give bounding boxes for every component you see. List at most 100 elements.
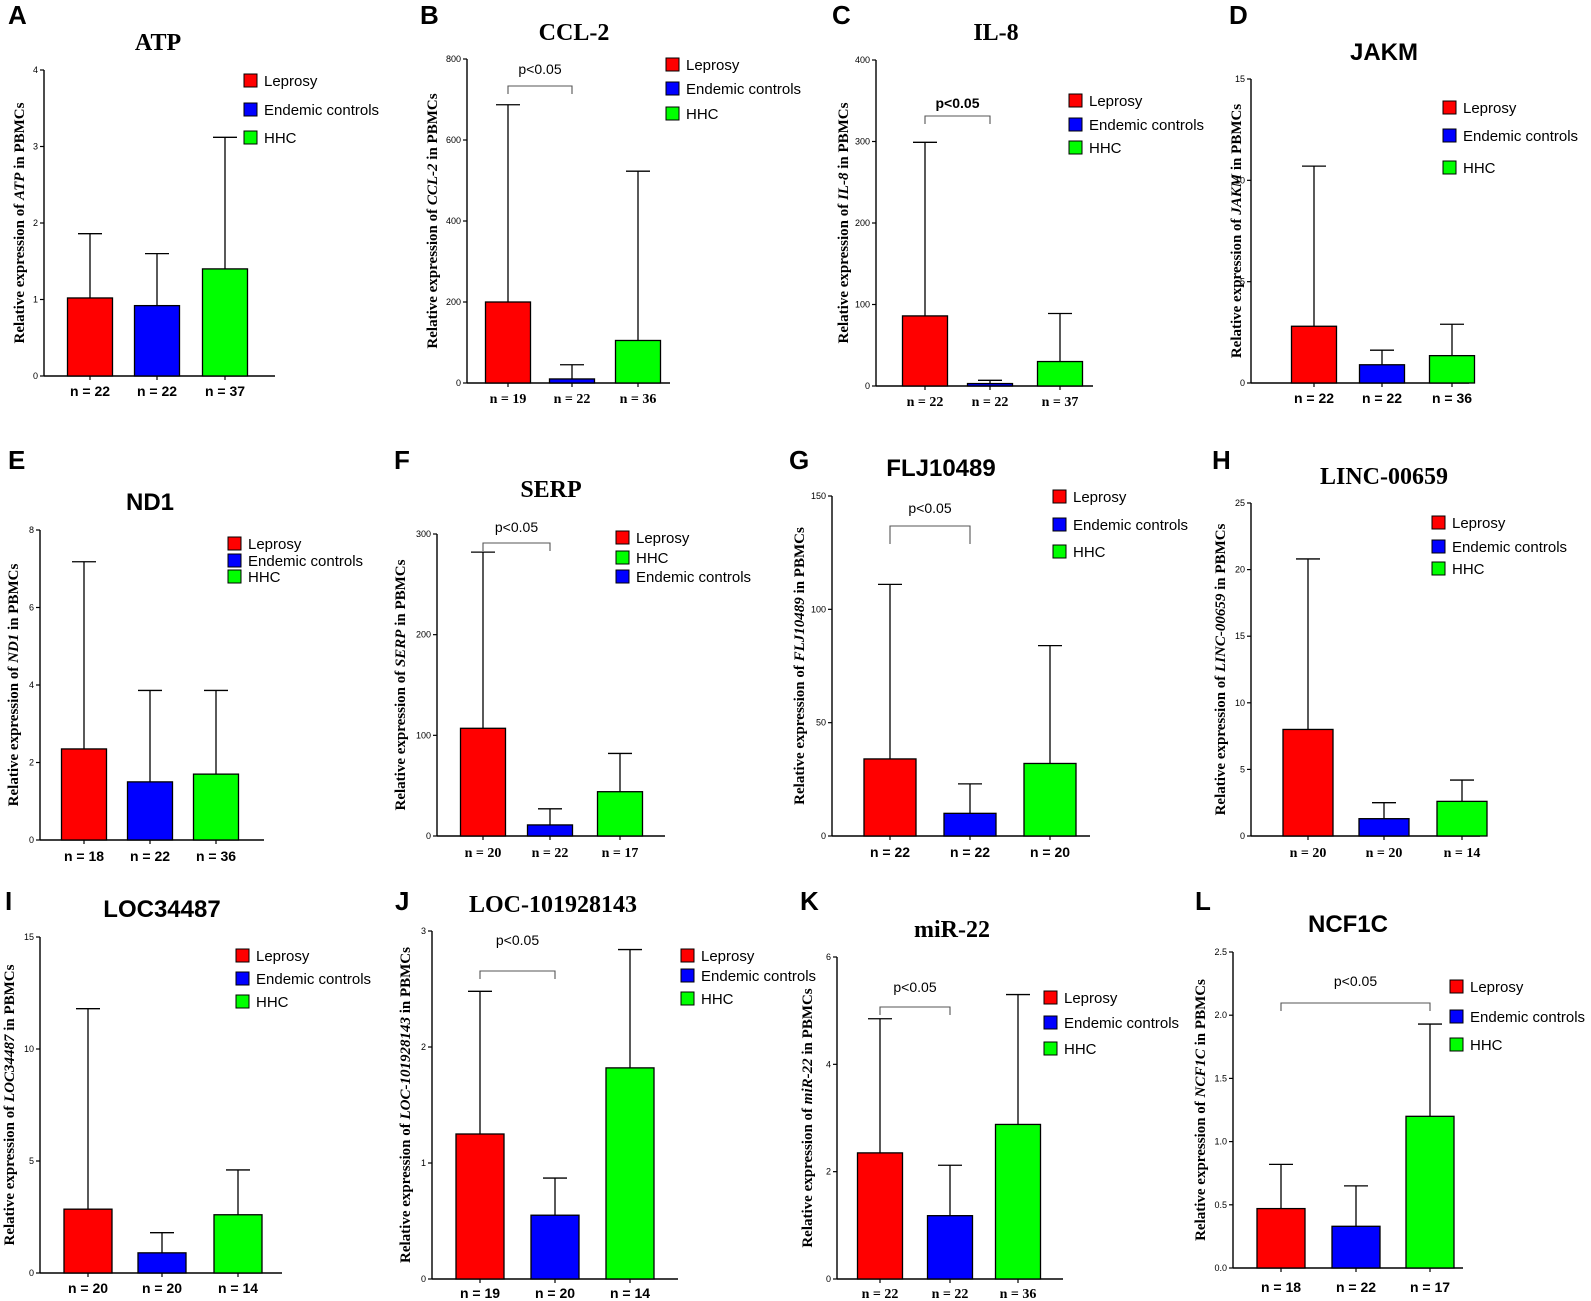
legend-label: HHC	[264, 130, 297, 147]
bar-leprosy	[484, 301, 532, 384]
legend-label: HHC	[256, 994, 289, 1011]
legend-label: HHC	[1064, 1041, 1097, 1058]
legend-swatch	[1052, 489, 1067, 504]
n-label: n = 37	[205, 383, 245, 399]
legend: Leprosy Endemic controls HHC	[1449, 979, 1585, 1054]
y-tick-label: 15	[1235, 74, 1245, 84]
bar-endemic-controls	[1358, 364, 1406, 384]
chart-title: ATP	[135, 30, 181, 56]
y-tick-label: 3	[33, 142, 38, 152]
n-label: n = 22	[137, 383, 177, 399]
n-label: n = 22	[70, 383, 110, 399]
y-tick-label: 300	[855, 137, 870, 147]
chart-panel-c: C IL-8 Relative expression of IL-8 in PBMC…	[832, 0, 1204, 410]
legend: Leprosy Endemic controls HHC	[1442, 100, 1578, 177]
significance-bracket	[924, 115, 991, 124]
legend-swatch	[1449, 1009, 1464, 1024]
y-tick-label: 2	[826, 1167, 831, 1177]
legend-label: Leprosy	[1089, 93, 1143, 110]
y-tick-label: 0	[821, 831, 826, 841]
y-tick-label: 20	[1235, 565, 1245, 575]
y-tick-label: 0.5	[1214, 1200, 1227, 1210]
legend-swatch	[1043, 1041, 1058, 1056]
y-tick-label: 1.0	[1214, 1137, 1227, 1147]
chart-title: IL-8	[973, 20, 1018, 46]
legend-swatch	[1431, 539, 1446, 554]
legend-label: HHC	[1463, 160, 1496, 177]
legend-label: HHC	[1089, 140, 1122, 157]
legend-swatch	[243, 102, 258, 117]
y-tick-label: 300	[416, 529, 431, 539]
chart-title: LINC-00659	[1320, 464, 1448, 490]
legend-swatch	[1068, 93, 1083, 108]
legend-label: Endemic controls	[1073, 517, 1188, 534]
n-label: n = 22	[532, 846, 569, 861]
n-label: n = 14	[218, 1280, 258, 1296]
panel-letter: B	[420, 0, 439, 30]
bar-endemic-controls	[133, 304, 181, 377]
y-axis-label: Relative expression of LOC-101928143 in …	[398, 947, 414, 1263]
y-tick-label: 6	[826, 952, 831, 962]
legend-label: Leprosy	[1470, 979, 1524, 996]
panel-letter: L	[1195, 886, 1211, 916]
y-axis-label: Relative expression of IL-8 in PBMCs	[836, 102, 852, 343]
chart-title: JAKM	[1350, 39, 1418, 66]
panel-letter: D	[1229, 0, 1248, 30]
chart-panel-h: H LINC-00659 Relative expression of LINC-0…	[1212, 445, 1567, 861]
legend-swatch	[1431, 561, 1446, 576]
significance-label: p<0.05	[495, 519, 538, 535]
n-label: n = 20	[1290, 846, 1327, 861]
legend-swatch	[680, 968, 695, 983]
legend: Leprosy Endemic controls HHC	[1043, 990, 1179, 1058]
y-tick-label: 15	[24, 932, 34, 942]
legend: Leprosy Endemic controls HHC	[680, 948, 816, 1008]
y-tick-label: 0	[426, 831, 431, 841]
y-tick-label: 400	[446, 216, 461, 226]
n-label: n = 36	[620, 392, 657, 407]
bar-hhc	[1436, 800, 1488, 837]
y-tick-label: 1	[421, 1158, 426, 1168]
bar-hhc	[1036, 360, 1084, 387]
bar-leprosy	[1256, 1207, 1306, 1269]
y-tick-label: 2	[29, 758, 34, 768]
legend-swatch	[227, 553, 242, 568]
n-label: n = 14	[610, 1285, 650, 1301]
n-label: n = 22	[554, 392, 591, 407]
y-tick-label: 0	[33, 371, 38, 381]
legend-swatch	[227, 536, 242, 551]
legend-swatch	[1052, 544, 1067, 559]
n-label: n = 20	[1030, 844, 1070, 860]
bar-hhc	[1023, 762, 1077, 837]
legend-label: HHC	[636, 550, 669, 567]
legend-label: Endemic controls	[1089, 117, 1204, 134]
y-tick-label: 0	[865, 381, 870, 391]
legend-swatch	[1068, 117, 1083, 132]
n-label: n = 22	[932, 1287, 969, 1301]
bar-hhc	[1405, 1115, 1455, 1269]
n-label: n = 22	[870, 844, 910, 860]
chart-title: CCL-2	[539, 20, 610, 46]
bar-endemic-controls	[1358, 818, 1410, 837]
legend-label: Endemic controls	[264, 102, 379, 119]
y-axis-label: Relative expression of LINC-00659 in PBM…	[1213, 523, 1229, 815]
bar-endemic-controls	[1331, 1225, 1381, 1269]
chart-title: SERP	[520, 477, 581, 503]
y-tick-label: 200	[446, 297, 461, 307]
bar-hhc	[596, 791, 644, 837]
n-label: n = 19	[490, 392, 527, 407]
significance-label: p<0.05	[936, 95, 980, 111]
legend-label: Endemic controls	[701, 968, 816, 985]
significance-bracket	[1280, 1002, 1431, 1011]
chart-panel-d: D JAKM Relative expression of JAKM in PBMC…	[1229, 0, 1578, 406]
bar-leprosy	[63, 1208, 113, 1274]
chart-title: FLJ10489	[886, 455, 995, 482]
n-label: n = 22	[907, 395, 944, 410]
legend-swatch	[1442, 128, 1457, 143]
y-tick-label: 0	[1240, 378, 1245, 388]
legend-swatch	[1043, 1015, 1058, 1030]
chart-panel-g: G FLJ10489 Relative expression of FLJ10489…	[789, 445, 1188, 860]
n-label: n = 22	[950, 844, 990, 860]
legend-swatch	[235, 971, 250, 986]
